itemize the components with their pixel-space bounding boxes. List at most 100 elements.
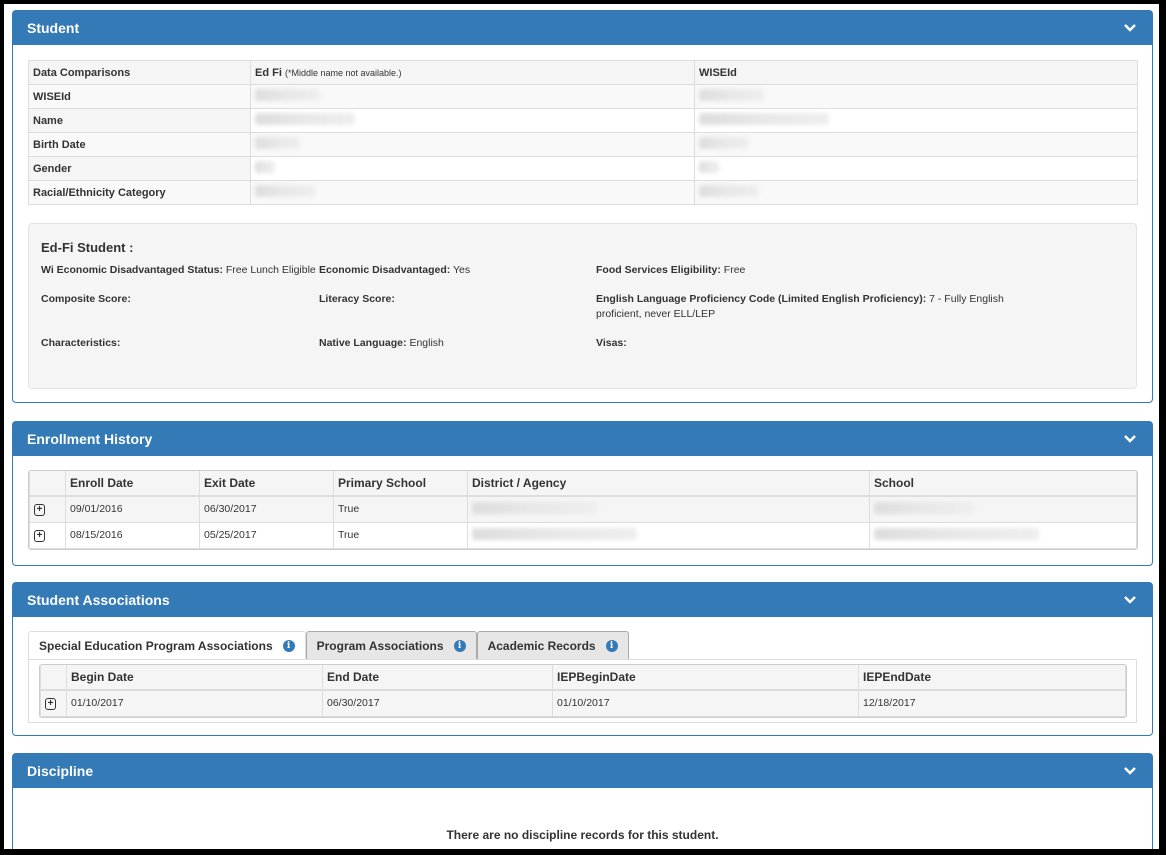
chevron-down-icon[interactable] xyxy=(1122,592,1138,608)
enroll-date: 09/01/2016 xyxy=(65,495,200,523)
field-label: English Language Proficiency Code (Limit… xyxy=(596,293,927,305)
exit-date: 06/30/2017 xyxy=(199,495,334,523)
field-value: Yes xyxy=(453,264,471,276)
field-label: Wi Economic Disadvantaged Status: xyxy=(41,264,223,276)
column-header xyxy=(40,665,67,691)
iep-begin-date: 01/10/2017 xyxy=(552,689,859,717)
table-row: + 09/01/2016 06/30/2017 True xyxy=(29,495,1137,523)
panel-title: Enrollment History xyxy=(27,431,153,447)
begin-date: 01/10/2017 xyxy=(66,689,323,717)
enroll-date: 08/15/2016 xyxy=(65,521,200,549)
redacted-value xyxy=(699,161,719,173)
chevron-down-icon[interactable] xyxy=(1122,20,1138,36)
panel-header[interactable]: Student xyxy=(13,11,1152,45)
edfi-field: Economic Disadvantaged: Yes xyxy=(319,263,596,278)
redacted-value xyxy=(255,113,355,125)
edfi-note: (*Middle name not available.) xyxy=(284,67,402,78)
empty-message: There are no discipline records for this… xyxy=(446,828,719,842)
comparison-table: Data Comparisons Ed Fi (*Middle name not… xyxy=(28,60,1138,205)
redacted-value xyxy=(472,501,597,514)
field-value: 7 - Fully English proficient, never ELL/… xyxy=(596,293,1004,320)
tab-label: Academic Records xyxy=(487,638,596,653)
column-header: Data Comparisons xyxy=(28,60,251,85)
column-header: WISEId xyxy=(694,60,1138,85)
edfi-field: Literacy Score: xyxy=(319,292,596,322)
column-header[interactable]: District / Agency xyxy=(467,471,870,497)
tab-academic-records[interactable]: Academic Records i xyxy=(476,631,629,659)
section-title: Ed-Fi Student : xyxy=(41,240,134,255)
tab-program-associations[interactable]: Program Associations i xyxy=(305,631,477,659)
edfi-field: Composite Score: xyxy=(41,292,319,322)
redacted-value xyxy=(255,161,275,173)
expand-plus-icon[interactable]: + xyxy=(34,503,45,516)
column-header[interactable]: Primary School xyxy=(333,471,468,497)
panel-header[interactable]: Discipline xyxy=(13,754,1152,788)
chevron-down-icon[interactable] xyxy=(1122,431,1138,447)
enrollment-panel: Enrollment History Enroll Date Exit Date… xyxy=(12,421,1153,566)
column-header[interactable]: Exit Date xyxy=(199,471,334,497)
field-label: Characteristics: xyxy=(41,337,121,349)
panel-title: Student xyxy=(27,20,80,36)
student-panel: Student Data Comparisons Ed Fi (*Middle … xyxy=(12,10,1153,403)
field-label: Literacy Score: xyxy=(319,293,395,305)
column-header[interactable]: Enroll Date xyxy=(65,471,200,497)
row-label: Racial/Ethnicity Category xyxy=(28,180,251,205)
field-value: Free xyxy=(723,264,746,276)
column-header[interactable]: IEPEndDate xyxy=(858,665,1126,691)
end-date: 06/30/2017 xyxy=(322,689,553,717)
edfi-field: Food Services Eligibility: Free xyxy=(596,263,1036,278)
redacted-value xyxy=(255,185,315,197)
field-label: Native Language: xyxy=(319,337,407,349)
redacted-value xyxy=(699,113,829,125)
tab-label: Special Education Program Associations xyxy=(39,638,273,653)
expand-plus-icon[interactable]: + xyxy=(45,697,56,710)
row-label: Gender xyxy=(28,156,251,181)
expand-plus-icon[interactable]: + xyxy=(34,529,45,542)
page: Student Data Comparisons Ed Fi (*Middle … xyxy=(4,4,1159,849)
column-header[interactable]: Begin Date xyxy=(66,665,323,691)
tab-special-education[interactable]: Special Education Program Associations i xyxy=(28,631,306,659)
redacted-value xyxy=(255,137,300,149)
field-label: Visas: xyxy=(596,337,627,349)
column-header[interactable]: IEPBeginDate xyxy=(552,665,859,691)
row-label: Birth Date xyxy=(28,132,251,157)
chevron-down-icon[interactable] xyxy=(1122,763,1138,779)
special-education-table: Begin Date End Date IEPBeginDate IEPEndD… xyxy=(40,665,1126,717)
redacted-value xyxy=(255,89,320,101)
edfi-field: Visas: xyxy=(596,336,1036,351)
redacted-value xyxy=(699,89,764,101)
edfi-field: Native Language: English xyxy=(319,336,596,351)
column-header: Ed Fi xyxy=(255,66,282,79)
panel-header[interactable]: Student Associations xyxy=(13,583,1152,617)
redacted-value xyxy=(874,501,974,514)
row-label: Name xyxy=(28,108,251,133)
panel-header[interactable]: Enrollment History xyxy=(13,422,1152,456)
table-row: + 08/15/2016 05/25/2017 True xyxy=(29,521,1137,549)
primary-school: True xyxy=(333,521,468,549)
field-label: Food Services Eligibility: xyxy=(596,264,721,276)
field-label: Economic Disadvantaged: xyxy=(319,264,451,276)
discipline-panel: Discipline There are no discipline recor… xyxy=(12,753,1153,849)
field-value: English xyxy=(409,337,444,349)
redacted-value xyxy=(699,137,749,149)
panel-title: Discipline xyxy=(27,763,94,779)
edfi-student-details: Ed-Fi Student : Wi Economic Disadvantage… xyxy=(28,223,1137,389)
primary-school: True xyxy=(333,495,468,523)
column-header[interactable]: End Date xyxy=(322,665,553,691)
enrollment-table: Enroll Date Exit Date Primary School Dis… xyxy=(29,471,1137,549)
iep-end-date: 12/18/2017 xyxy=(858,689,1126,717)
table-row: + 01/10/2017 06/30/2017 01/10/2017 12/18/20… xyxy=(40,689,1126,717)
tab-label: Program Associations xyxy=(316,638,444,653)
edfi-field: Characteristics: xyxy=(41,336,319,351)
redacted-value xyxy=(472,527,637,540)
column-header[interactable]: School xyxy=(869,471,1137,497)
row-label: WISEId xyxy=(28,84,251,109)
associations-panel: Student Associations Special Education P… xyxy=(12,582,1153,736)
redacted-value xyxy=(874,527,1039,540)
field-value: Free Lunch Eligible xyxy=(225,264,316,276)
info-icon[interactable]: i xyxy=(282,639,295,652)
panel-title: Student Associations xyxy=(27,592,170,608)
info-icon[interactable]: i xyxy=(453,639,466,652)
exit-date: 05/25/2017 xyxy=(199,521,334,549)
info-icon[interactable]: i xyxy=(605,639,618,652)
